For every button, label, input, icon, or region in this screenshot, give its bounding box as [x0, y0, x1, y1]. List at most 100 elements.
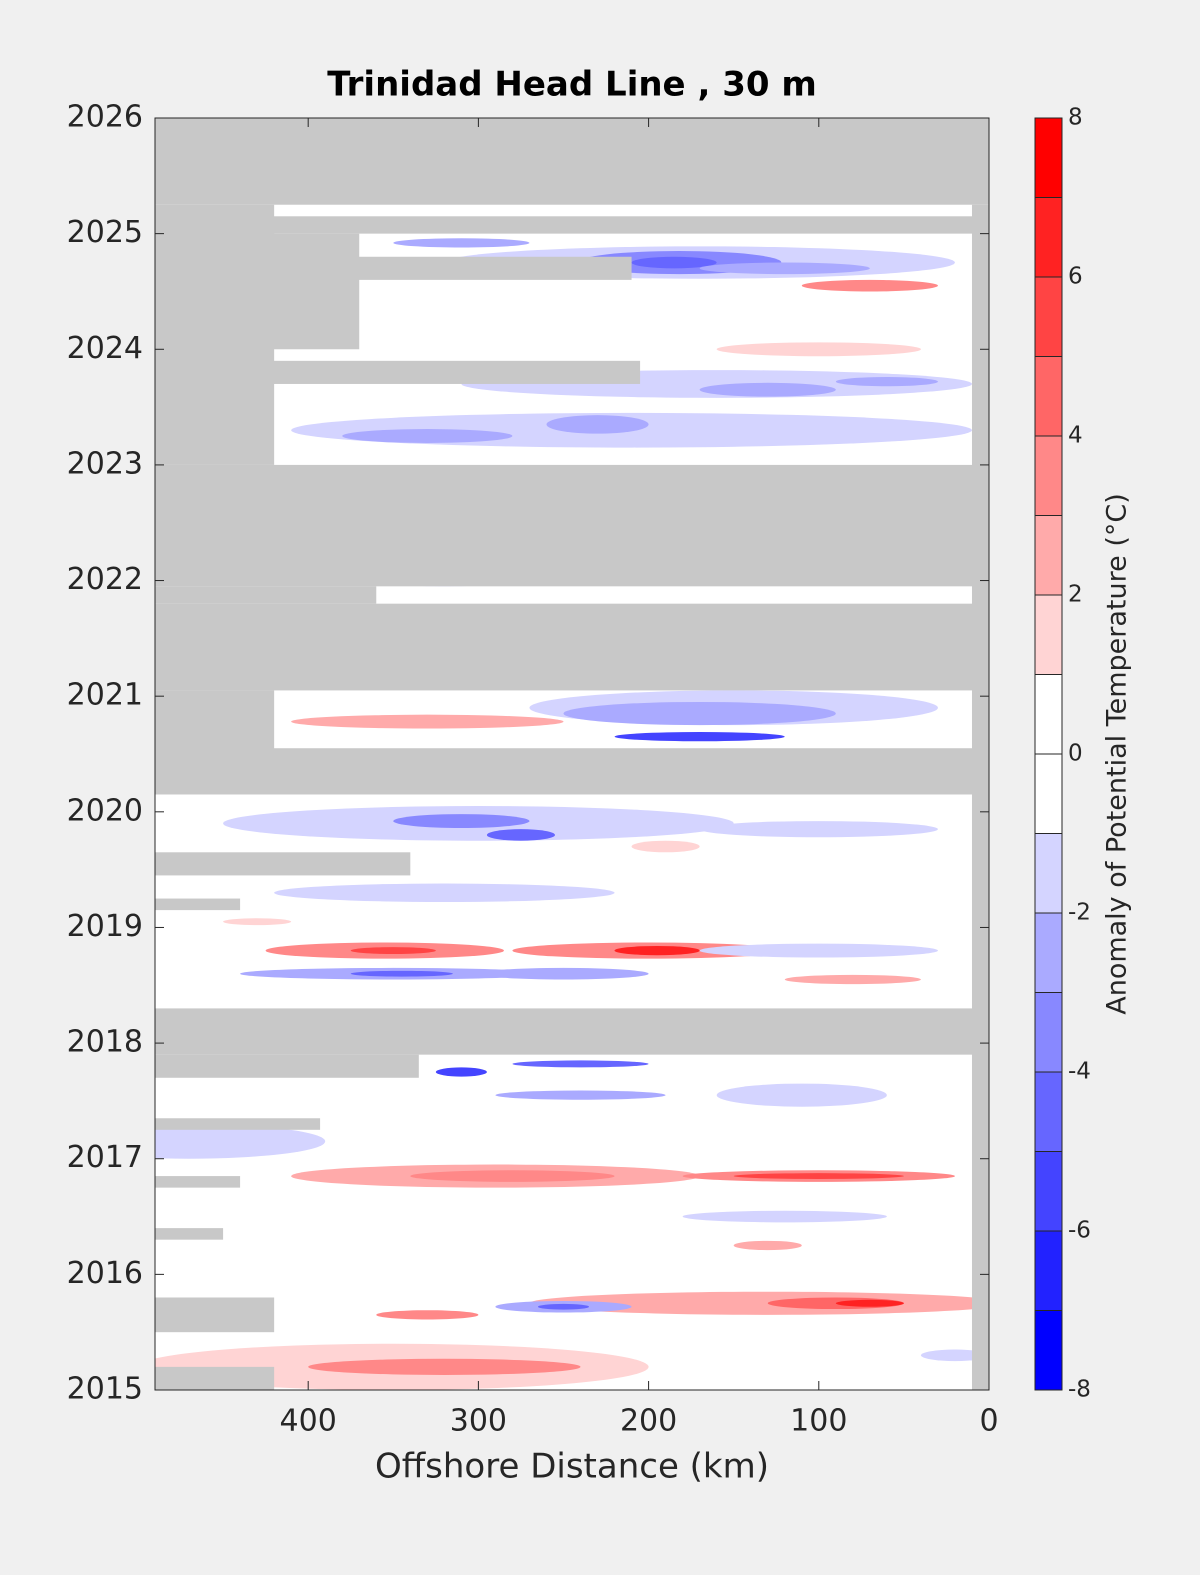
no-data-mask — [155, 898, 241, 911]
anomaly-region — [631, 256, 717, 269]
no-data-mask — [155, 586, 377, 604]
colorbar-band — [1035, 1072, 1062, 1152]
y-tick-label: 2020 — [67, 793, 143, 828]
anomaly-region — [529, 1291, 989, 1315]
colorbar-tick-label: 4 — [1068, 423, 1083, 449]
x-tick-label: 400 — [280, 1404, 337, 1439]
colorbar-tick-label: -6 — [1068, 1218, 1091, 1244]
plot-frame — [154, 117, 990, 1391]
y-tick-label: 2017 — [67, 1140, 143, 1175]
colorbar-band — [1035, 515, 1062, 595]
anomaly-region — [376, 1310, 479, 1320]
anomaly-region — [435, 1067, 487, 1077]
no-data-mask — [155, 216, 989, 234]
anomaly-region — [350, 947, 436, 955]
colorbar-band — [1035, 197, 1062, 277]
y-tick-label: 2023 — [67, 446, 143, 481]
anomaly-region — [835, 1299, 904, 1307]
x-tick-label: 300 — [450, 1404, 507, 1439]
anomaly-region — [682, 1210, 887, 1223]
anomaly-region — [614, 732, 785, 742]
colorbar-band — [1035, 1231, 1062, 1311]
anomaly-region — [631, 840, 700, 853]
anomaly-region — [393, 814, 530, 829]
anomaly-region — [716, 1083, 887, 1107]
field — [155, 118, 989, 1390]
colorbar-tick-label: -4 — [1068, 1059, 1091, 1085]
anomaly-region — [784, 974, 921, 985]
anomaly-region — [486, 829, 555, 841]
colorbar-band — [1035, 436, 1062, 516]
anomaly-region — [699, 382, 836, 397]
no-data-mask — [155, 690, 275, 754]
y-tick-label: 2022 — [67, 562, 143, 597]
x-tick-label: 200 — [620, 1404, 677, 1439]
anomaly-region — [733, 1173, 904, 1179]
anomaly-region — [342, 429, 513, 443]
anomaly-region — [495, 1090, 666, 1100]
anomaly-region — [801, 279, 938, 292]
y-tick-label: 2018 — [67, 1025, 143, 1060]
x-tick-label: 0 — [979, 1404, 998, 1439]
anomaly-region — [308, 1358, 581, 1375]
no-data-mask — [155, 464, 989, 587]
anomaly-region — [699, 262, 870, 275]
no-data-mask — [971, 204, 989, 1390]
no-data-mask — [155, 1054, 419, 1078]
anomaly-region — [274, 883, 615, 903]
axes: 400 300 200 100 0201520162017201820192020202… — [67, 100, 1091, 1439]
chart-title: Trinidad Head Line , 30 m — [327, 65, 817, 105]
no-data-mask — [155, 603, 989, 691]
anomaly-region — [350, 970, 453, 977]
colorbar-band — [1035, 1310, 1062, 1390]
no-data-mask — [155, 1118, 321, 1130]
no-data-mask — [155, 1176, 241, 1188]
no-data-mask — [155, 1228, 224, 1240]
no-data-mask — [155, 118, 989, 205]
y-tick-label: 2019 — [67, 909, 143, 944]
no-data-mask — [155, 1366, 275, 1390]
anomaly-region — [223, 918, 292, 926]
anomaly-region — [291, 714, 564, 729]
colorbar-tick-label: 0 — [1068, 741, 1083, 767]
anomaly-region — [478, 967, 649, 980]
no-data-mask — [155, 1297, 275, 1333]
anomaly-region — [512, 1060, 649, 1068]
colorbar-band — [1035, 674, 1062, 754]
colorbar-band — [1035, 118, 1062, 198]
anomaly-region — [699, 821, 938, 838]
colorbar-tick-label: -2 — [1068, 900, 1091, 926]
anomaly-region — [155, 1124, 326, 1159]
colorbar-tick-label: 8 — [1068, 105, 1083, 131]
no-data-mask — [155, 1008, 989, 1055]
no-data-mask — [155, 256, 632, 280]
colorbar-band — [1035, 595, 1062, 675]
x-tick-label: 100 — [790, 1404, 847, 1439]
x-axis-label: Offshore Distance (km) — [375, 1447, 769, 1487]
colorbar-tick-label: 2 — [1068, 582, 1083, 608]
anomaly-region — [733, 1240, 802, 1251]
anomaly-region — [393, 238, 530, 248]
y-tick-label: 2024 — [67, 331, 143, 366]
colorbar-band — [1035, 833, 1062, 913]
anomaly-region — [699, 943, 938, 958]
anomaly-region — [537, 1303, 590, 1310]
no-data-mask — [155, 233, 360, 350]
colorbar-label: Anomaly of Potential Temperature (°C) — [1102, 493, 1133, 1015]
y-tick-label: 2026 — [67, 100, 143, 135]
anomaly-region — [563, 701, 836, 726]
y-tick-label: 2016 — [67, 1256, 143, 1291]
colorbar-band — [1035, 913, 1062, 993]
anomaly-region — [716, 342, 921, 357]
no-data-mask — [155, 748, 989, 795]
colorbar-tick-label: -8 — [1068, 1377, 1091, 1403]
colorbar-band — [1035, 1151, 1062, 1231]
colorbar-tick-label: 6 — [1068, 264, 1083, 290]
no-data-mask — [155, 360, 641, 384]
colorbar-band — [1035, 754, 1062, 834]
anomaly-region — [546, 415, 649, 434]
y-tick-label: 2025 — [67, 215, 143, 250]
y-tick-label: 2021 — [67, 678, 143, 713]
colorbar-band — [1035, 277, 1062, 357]
anomaly-region — [614, 945, 700, 956]
